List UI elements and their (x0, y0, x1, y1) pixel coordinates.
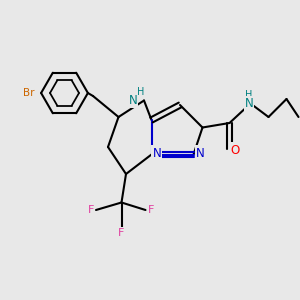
Text: Br: Br (23, 88, 34, 98)
Text: H: H (137, 87, 145, 97)
Text: N: N (196, 146, 205, 160)
Text: F: F (87, 205, 94, 215)
Text: N: N (244, 97, 253, 110)
Text: H: H (245, 90, 253, 100)
Text: F: F (148, 205, 154, 215)
Text: O: O (230, 143, 239, 157)
Text: N: N (152, 146, 161, 160)
Text: F: F (118, 228, 125, 238)
Text: N: N (129, 94, 137, 107)
